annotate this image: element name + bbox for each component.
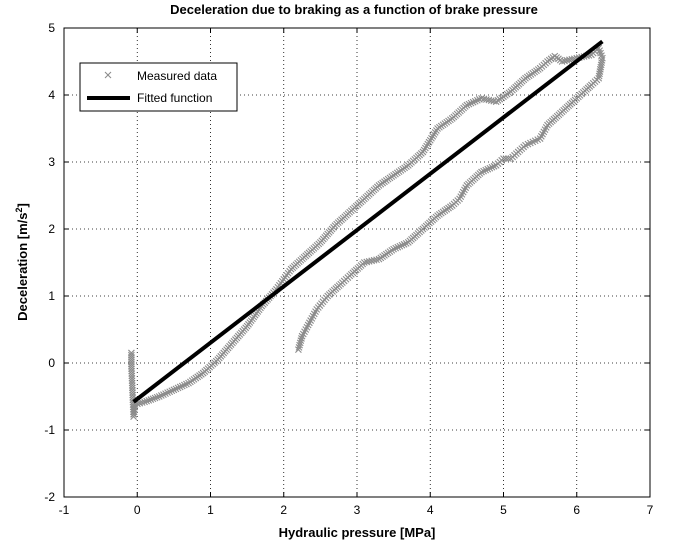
measured-data-point — [484, 165, 492, 173]
measured-data-point — [480, 167, 488, 175]
y-axis-label: Deceleration [m/s2] — [14, 203, 30, 321]
y-axis-ticks: -2 -1 0 1 2 3 4 5 — [44, 21, 650, 504]
measured-data-point — [488, 163, 496, 171]
y-axis-label-close: ] — [15, 203, 30, 207]
y-axis-label-superscript: 2 — [14, 207, 24, 212]
measured-data-series — [128, 44, 606, 420]
measured-data-point — [136, 399, 144, 407]
measured-data-point — [492, 161, 500, 169]
measured-data-point — [486, 164, 494, 172]
measured-data-point — [558, 58, 566, 65]
y-tick-label: 0 — [48, 356, 55, 370]
x-tick-label: 0 — [134, 503, 141, 517]
measured-data-point — [168, 387, 176, 395]
measured-data-point — [480, 95, 488, 103]
measured-data-point — [145, 396, 153, 404]
measured-data-point — [396, 242, 404, 250]
y-tick-label: 1 — [48, 289, 55, 303]
measured-data-point — [172, 385, 180, 393]
measured-data-point — [160, 391, 167, 398]
legend-box — [79, 62, 238, 112]
measured-data-point — [166, 388, 174, 396]
measured-data-point — [363, 258, 371, 266]
x-axis-label: Hydraulic pressure [MPa] — [279, 525, 436, 540]
measured-data-point — [504, 155, 512, 163]
x-tick-label: 3 — [354, 503, 361, 517]
y-tick-label: 2 — [48, 222, 55, 236]
measured-data-point — [164, 389, 171, 397]
grid — [64, 28, 650, 497]
measured-data-point — [402, 239, 410, 247]
legend-label-measured: Measured data — [137, 69, 217, 83]
measured-data-point — [147, 396, 155, 403]
measured-data-point — [507, 155, 515, 163]
measured-data-point — [467, 99, 475, 107]
measured-data-point — [478, 94, 485, 102]
y-tick-label: 3 — [48, 155, 55, 169]
y-axis-label-main: Deceleration [m/s — [15, 212, 30, 320]
x-axis-ticks: -1 0 1 2 3 4 5 6 7 — [59, 28, 654, 517]
measured-data-point — [465, 100, 473, 108]
measured-data-point — [469, 98, 477, 106]
measured-data-point — [178, 382, 186, 390]
measured-data-point — [149, 395, 157, 403]
legend-marker-measured — [104, 71, 112, 79]
measured-data-point — [170, 386, 178, 394]
measured-data-point — [153, 393, 161, 401]
measured-data-point — [473, 96, 481, 104]
x-tick-label: 7 — [647, 503, 654, 517]
measured-data-point — [131, 401, 139, 408]
measured-data-point — [400, 240, 408, 248]
fitted-function-line — [132, 39, 604, 404]
measured-data-point — [404, 239, 412, 246]
x-tick-label: 4 — [427, 503, 434, 517]
measured-data-point — [157, 392, 165, 399]
measured-data-point — [295, 343, 303, 351]
y-tick-label: 5 — [48, 21, 55, 35]
measured-data-point — [502, 155, 510, 163]
measured-data-point — [463, 101, 471, 109]
y-tick-label: 4 — [48, 88, 55, 102]
legend-label-fitted: Fitted function — [137, 91, 212, 105]
measured-data-point — [483, 96, 490, 103]
measured-data-point — [398, 241, 406, 249]
measured-data-point — [490, 162, 498, 170]
measured-data-point — [394, 243, 402, 251]
measured-data-point — [566, 56, 573, 64]
measured-data-point — [295, 346, 302, 353]
measured-data-point — [183, 380, 190, 388]
x-tick-label: 6 — [573, 503, 580, 517]
y-tick-label: -1 — [44, 423, 55, 437]
measured-data-point — [471, 97, 479, 105]
measured-data-point — [485, 96, 493, 104]
measured-data-point — [138, 399, 146, 406]
chart-title: Deceleration due to braking as a functio… — [170, 2, 538, 17]
legend: Measured data Fitted function — [79, 62, 238, 112]
measured-data-point — [155, 393, 163, 400]
x-tick-label: 1 — [207, 503, 214, 517]
measured-data-point — [174, 384, 182, 392]
x-tick-label: 2 — [280, 503, 287, 517]
x-tick-label: -1 — [59, 503, 70, 517]
fitted-function-series — [132, 39, 604, 404]
measured-data-point — [141, 398, 148, 406]
x-tick-label: 5 — [500, 503, 507, 517]
measured-data-point — [595, 72, 603, 80]
measured-data-point — [180, 381, 188, 389]
measured-data-point — [151, 394, 159, 402]
measured-data-point — [176, 383, 184, 391]
measured-data-point — [162, 390, 169, 398]
measured-data-point — [143, 397, 151, 405]
measured-data-point — [482, 166, 490, 174]
measured-data-point — [392, 244, 400, 252]
y-tick-label: -2 — [44, 490, 55, 504]
